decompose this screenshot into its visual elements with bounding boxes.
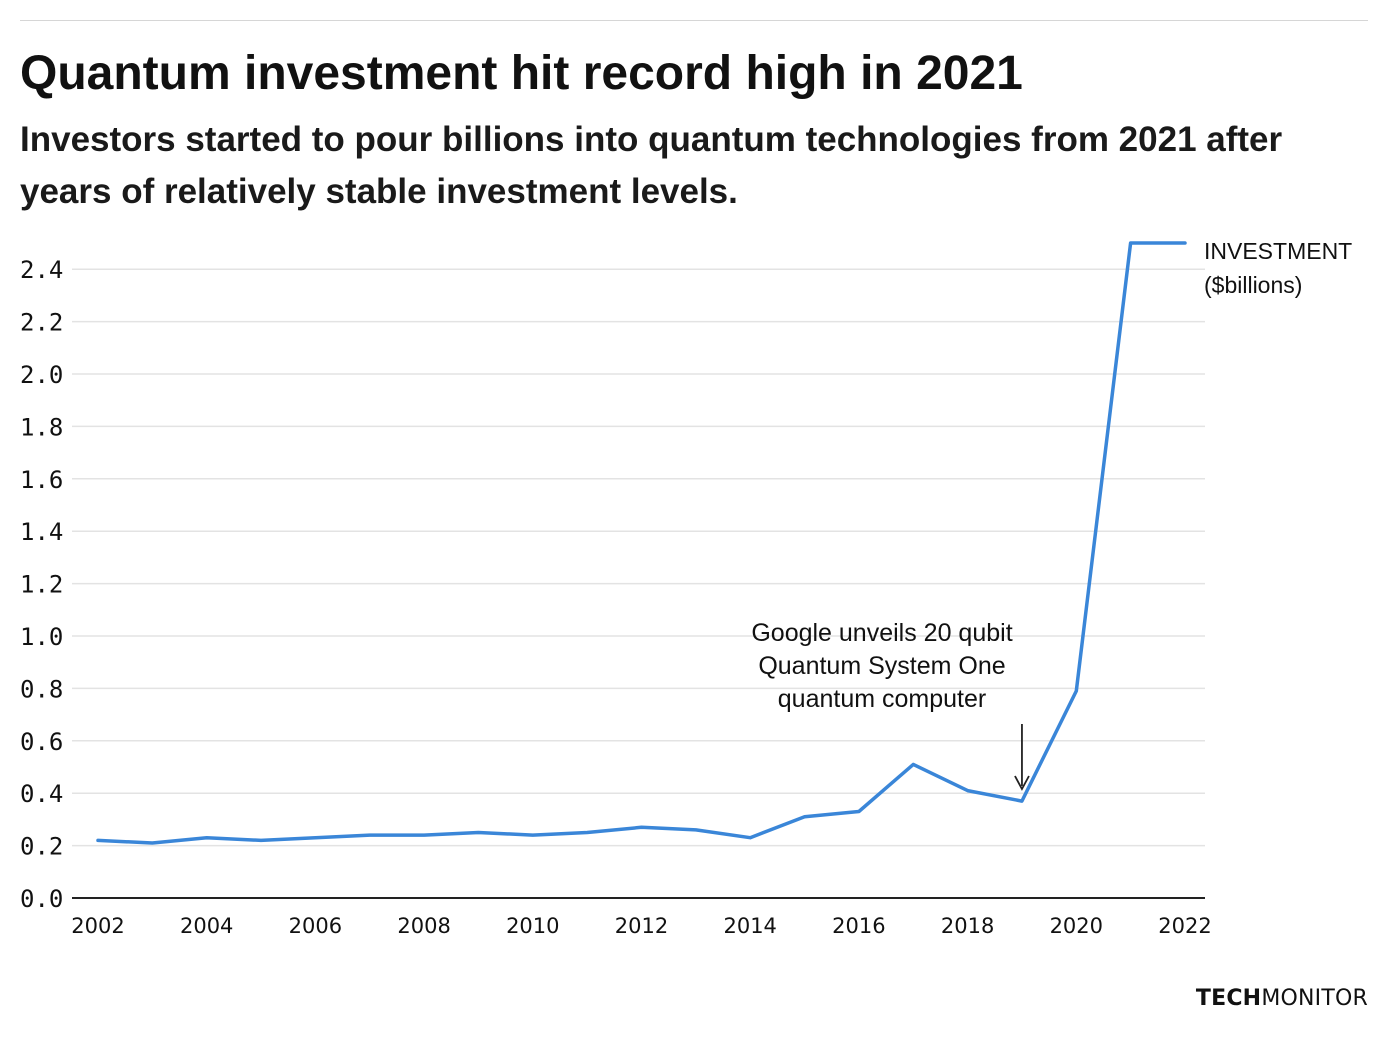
annotation-text: quantum computer — [778, 685, 986, 713]
chart-title: Quantum investment hit record high in 20… — [20, 47, 1023, 100]
x-tick-label: 2014 — [723, 914, 776, 938]
annotation-text: Quantum System One — [758, 652, 1005, 680]
legend-label: ($billions) — [1204, 272, 1302, 298]
x-tick-label: 2018 — [941, 914, 994, 938]
brand-logo: TECHMONITOR — [1196, 986, 1368, 1011]
x-tick-label: 2002 — [71, 914, 124, 938]
series-line-investment — [96, 241, 1187, 845]
brand-monitor: MONITOR — [1261, 986, 1368, 1011]
y-tick-label: 0.6 — [20, 728, 63, 756]
x-tick-label: 2010 — [506, 914, 559, 938]
top-rule — [20, 20, 1368, 21]
y-tick-label: 2.2 — [20, 309, 63, 337]
x-tick-label: 2008 — [397, 914, 450, 938]
y-tick-label: 2.0 — [20, 361, 63, 389]
y-tick-label: 1.4 — [20, 518, 63, 546]
x-tick-label: 2022 — [1158, 914, 1211, 938]
y-tick-label: 1.6 — [20, 466, 63, 494]
x-tick-label: 2020 — [1050, 914, 1103, 938]
annotation-text: Google unveils 20 qubit — [751, 619, 1012, 647]
brand-tech: TECH — [1195, 986, 1262, 1011]
y-tick-label: 0.2 — [20, 833, 63, 861]
chart-subtitle: Investors started to pour billions into … — [20, 120, 1283, 211]
legend-label: INVESTMENT — [1204, 238, 1352, 264]
y-tick-label: 0.0 — [20, 885, 63, 913]
x-tick-label: 2016 — [832, 914, 885, 938]
y-tick-label: 1.2 — [20, 571, 63, 599]
x-tick-label: 2004 — [180, 914, 233, 938]
y-tick-label: 2.4 — [20, 256, 63, 284]
annotation-arrow-head — [1014, 775, 1030, 791]
y-tick-label: 0.8 — [20, 675, 63, 703]
y-tick-label: 0.4 — [20, 780, 63, 808]
x-tick-label: 2006 — [289, 914, 342, 938]
y-tick-label: 1.0 — [20, 623, 63, 651]
x-tick-label: 2012 — [615, 914, 668, 938]
y-tick-label: 1.8 — [20, 413, 63, 441]
